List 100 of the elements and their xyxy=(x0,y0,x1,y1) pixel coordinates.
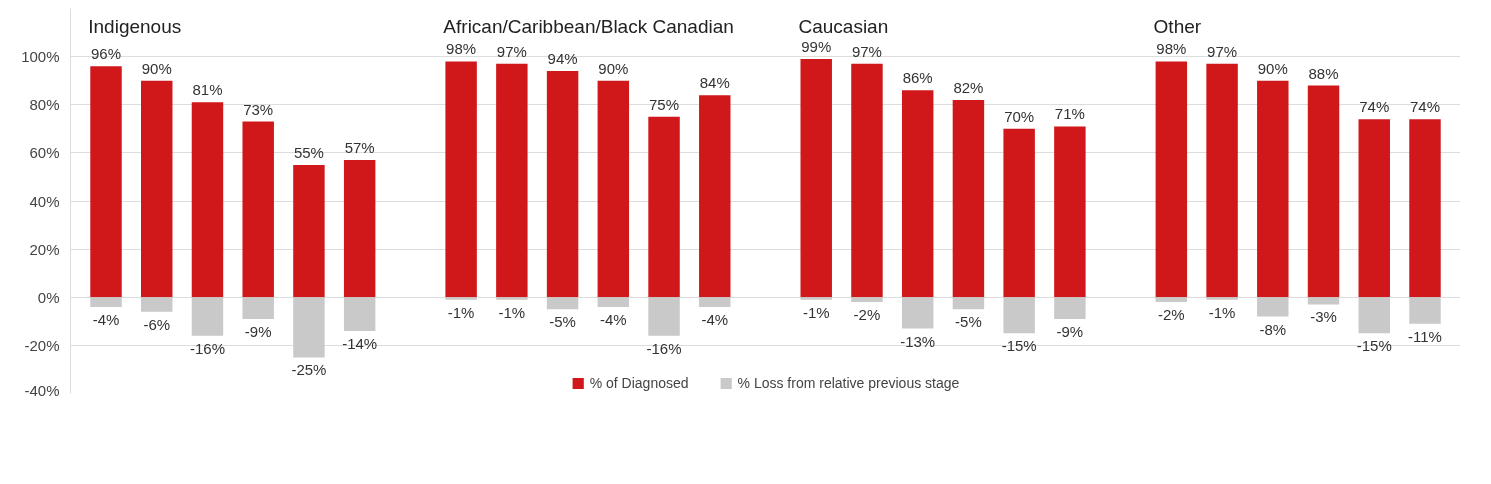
y-tick-label: 60% xyxy=(29,144,60,162)
bar xyxy=(242,121,274,298)
data-label: -1% xyxy=(802,303,830,321)
annotation: African/Caribbean/Black Canadian xyxy=(443,15,734,37)
bar xyxy=(191,102,224,298)
data-label: 96% xyxy=(91,45,122,63)
bar xyxy=(1358,297,1390,334)
y-tick-label: 80% xyxy=(29,96,60,114)
data-label: 57% xyxy=(344,139,375,157)
data-label: 88% xyxy=(1308,64,1339,82)
y-tick-label: 40% xyxy=(29,192,60,210)
data-label: 94% xyxy=(547,50,578,68)
bar xyxy=(293,297,325,358)
bar xyxy=(800,59,832,298)
data-label: 71% xyxy=(1054,105,1085,123)
bar xyxy=(648,297,680,336)
bar xyxy=(901,90,934,298)
data-label: -16% xyxy=(646,339,682,357)
data-label: -5% xyxy=(955,313,982,331)
bar xyxy=(901,297,934,329)
bar xyxy=(445,297,477,300)
data-label: -1% xyxy=(498,303,526,321)
legend-label: % Loss from relative previous stage xyxy=(737,375,960,391)
bar xyxy=(546,71,579,298)
bar xyxy=(1307,85,1340,298)
data-label: -8% xyxy=(1259,320,1287,338)
data-label: 99% xyxy=(801,38,832,56)
bar xyxy=(1358,119,1390,298)
data-label: 82% xyxy=(953,78,984,96)
bar xyxy=(1003,128,1035,298)
data-label: 75% xyxy=(649,95,680,113)
data-label: -11% xyxy=(1408,327,1442,345)
data-label: 81% xyxy=(192,81,223,99)
data-label: 97% xyxy=(851,42,882,60)
y-tick-label: -40% xyxy=(24,381,60,399)
data-label: -4% xyxy=(92,310,120,328)
data-label: 98% xyxy=(1156,40,1187,58)
data-label: -4% xyxy=(701,310,729,328)
data-label: 90% xyxy=(141,59,172,77)
bar xyxy=(546,297,579,310)
data-label: -25% xyxy=(291,361,327,379)
data-label: -15% xyxy=(1356,337,1392,355)
annotation: Indigenous xyxy=(88,15,182,37)
bar xyxy=(141,80,173,298)
bar xyxy=(1257,80,1289,298)
bar xyxy=(141,297,173,312)
data-label: -15% xyxy=(1001,337,1037,355)
bar xyxy=(1054,126,1086,298)
data-label: 74% xyxy=(1359,98,1390,116)
bar xyxy=(699,95,731,298)
data-label: 97% xyxy=(1207,42,1238,60)
data-label: -9% xyxy=(1056,322,1084,340)
bar xyxy=(597,80,630,298)
bar xyxy=(800,297,832,300)
y-tick-label: -20% xyxy=(24,336,60,354)
bar xyxy=(851,297,883,303)
bar xyxy=(1054,297,1086,319)
bar xyxy=(191,297,224,336)
data-label: 98% xyxy=(446,40,477,58)
data-label: -13% xyxy=(900,332,936,350)
bar xyxy=(343,297,376,331)
bar xyxy=(648,116,680,298)
data-label: 97% xyxy=(496,42,527,60)
y-tick-label: 0% xyxy=(37,288,60,306)
bar xyxy=(952,297,985,310)
bar xyxy=(699,297,731,307)
bar xyxy=(1257,297,1289,317)
data-label: 90% xyxy=(1257,59,1288,77)
bar xyxy=(952,99,985,298)
annotation: Other xyxy=(1153,15,1202,37)
data-label: -1% xyxy=(1208,303,1236,321)
legend-label: % of Diagnosed xyxy=(589,375,689,391)
bar xyxy=(1409,119,1441,298)
data-label: -14% xyxy=(342,334,378,352)
bar xyxy=(1409,297,1441,324)
data-label: -6% xyxy=(143,315,171,333)
bar xyxy=(496,63,528,298)
bar xyxy=(496,297,528,300)
data-label: 90% xyxy=(598,59,629,77)
bar xyxy=(445,61,477,298)
bar xyxy=(1155,297,1188,303)
data-label: -3% xyxy=(1310,308,1337,326)
data-label: 70% xyxy=(1004,107,1035,125)
data-label: -4% xyxy=(599,310,627,328)
data-label: -9% xyxy=(244,322,272,340)
data-label: -5% xyxy=(549,313,576,331)
bar xyxy=(90,66,122,298)
y-tick-label: 100% xyxy=(21,48,60,66)
data-label: -16% xyxy=(189,339,225,357)
bar xyxy=(851,63,883,298)
data-label: -2% xyxy=(853,306,881,324)
bar xyxy=(90,297,122,307)
data-label: 73% xyxy=(243,100,274,118)
bar xyxy=(1206,63,1238,298)
data-label: 74% xyxy=(1409,98,1441,116)
bar xyxy=(1003,297,1035,334)
bar xyxy=(242,297,274,319)
data-label: -1% xyxy=(447,303,475,321)
bar xyxy=(1206,297,1238,300)
bar xyxy=(343,160,376,298)
